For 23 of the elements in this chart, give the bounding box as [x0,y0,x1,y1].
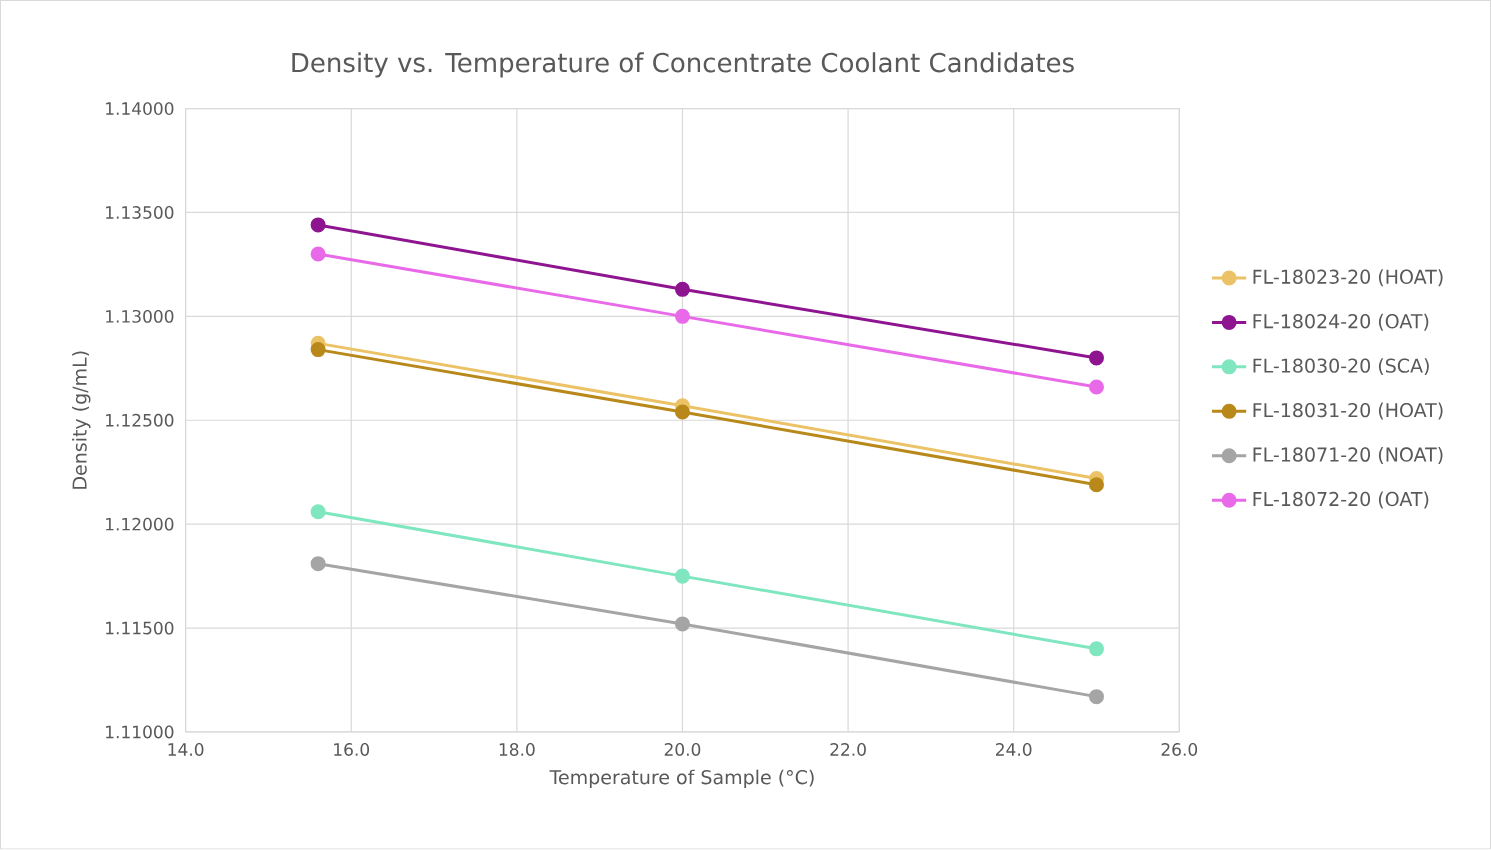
y-tick-label: 1.12000 [106,517,174,531]
y-tick-label: 1.14000 [106,102,174,116]
y-tick-label: 1.11500 [106,621,174,635]
y-tick-label: 1.13500 [106,206,174,220]
x-tick-label: 14.0 [168,743,204,757]
legend-label: FL-18072-20 (OAT) [1253,491,1429,509]
y-tick-label: 1.11000 [106,725,174,739]
y-tick-label: 1.12500 [106,414,174,427]
x-tick-label: 22.0 [830,743,866,757]
x-tick-label: 24.0 [996,743,1032,757]
x-axis-title: Temperature of Sample (°C) [549,769,814,789]
chart-title: Density vs. Temperature of Concentrate Coolant Candidates [292,52,1074,78]
x-tick-label: 26.0 [1161,743,1198,757]
legend-label: FL-18030-20 (SCA) [1253,358,1429,376]
legend-label: FL-18023-20 (HOAT) [1253,269,1443,287]
x-tick-label: 16.0 [334,743,370,757]
legend-label: FL-18031-20 (HOAT) [1253,402,1443,420]
legend-label: FL-18071-20 (NOAT) [1253,447,1443,465]
y-axis-title: Density (g/mL) [72,351,91,489]
x-tick-label: 18.0 [499,743,535,757]
y-tick-label: 1.13000 [106,310,174,324]
legend-label: FL-18024-20 (OAT) [1253,313,1429,331]
x-tick-label: 20.0 [664,743,701,757]
